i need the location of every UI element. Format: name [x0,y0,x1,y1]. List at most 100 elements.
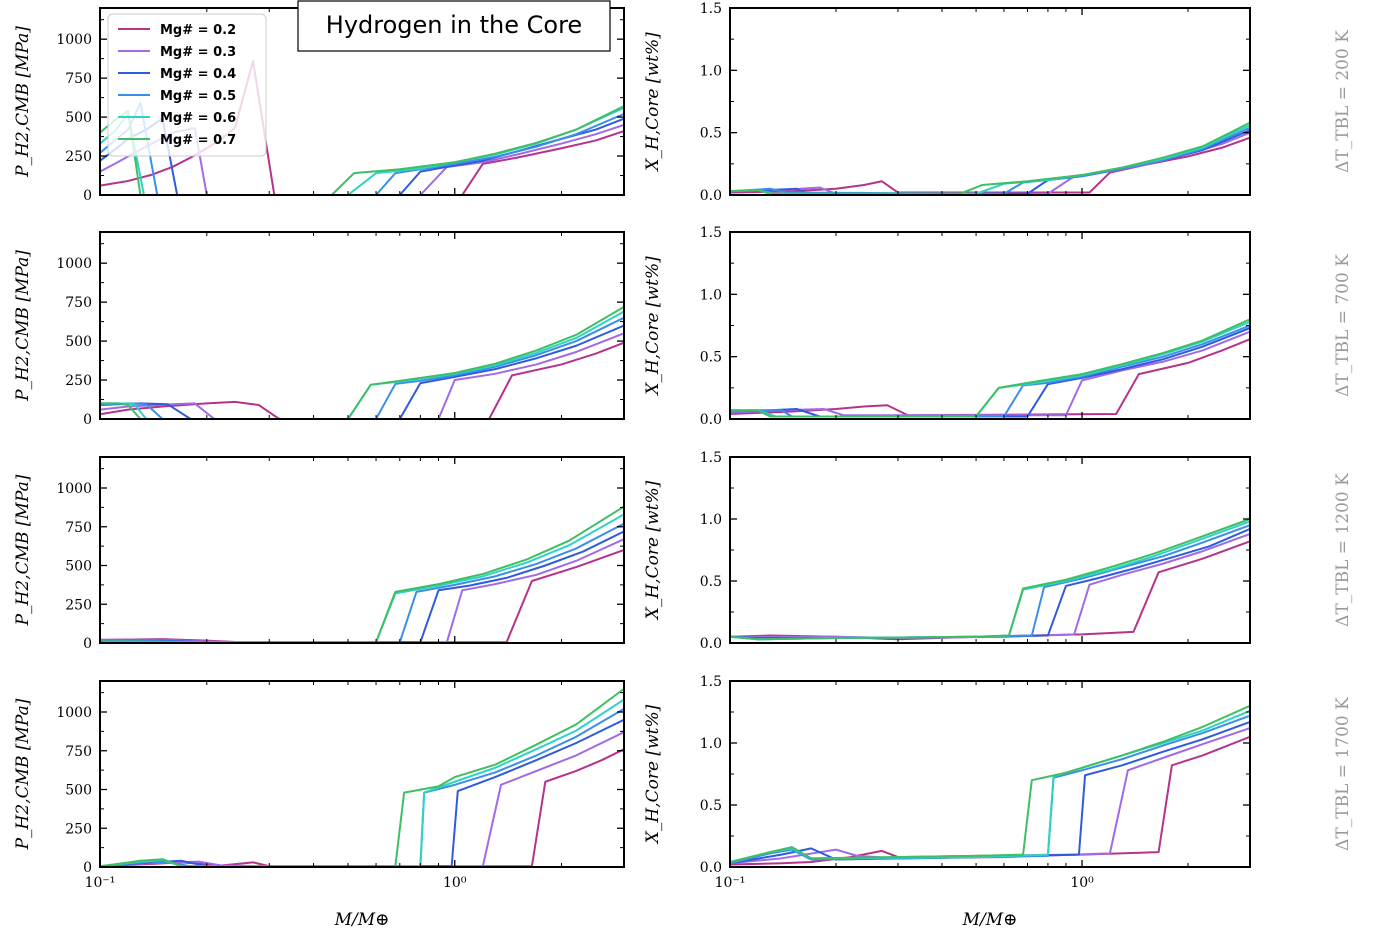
panel-X-row-0: 0.0 0.5 1.0 1.5 X_H,Core [wt%] [643,1,1251,204]
y-axis-label: X_H,Core [wt%] [643,256,663,397]
series-line-0.2 [730,540,1250,641]
x-tick-label: 10⁻¹ [85,875,116,891]
series-line-0.6 [730,520,1250,641]
series-line-0.6 [730,320,1250,418]
series-line-0.7 [100,505,624,643]
axes-frame [99,680,625,868]
y-tick-label: 0 [83,636,92,652]
y-tick-label: 750 [65,295,92,311]
x-axis-label: M/M⊕ [334,910,390,930]
y-tick-label: 500 [65,334,92,350]
y-tick-label: 1.5 [700,1,722,17]
axes-frame [99,456,625,644]
title-box [297,0,611,52]
series-line-0.7 [100,305,624,419]
row-label: ΔT_TBL = 1700 K [1333,697,1353,851]
row-label: ΔT_TBL = 200 K [1333,30,1353,173]
series-line-0.5 [730,524,1250,641]
y-tick-label: 500 [65,559,92,575]
panel-X-row-2: 0.0 0.5 1.0 1.5 X_H,Core [wt%] [643,450,1251,652]
series-line-0.6 [100,513,624,643]
row-label: ΔT_TBL = 700 K [1333,254,1353,397]
y-tick-label: 1000 [56,256,92,272]
series-line-0.7 [730,518,1250,641]
series-line-0.5 [730,324,1250,418]
y-tick-label: 0.5 [700,798,722,814]
y-tick-label: 1.5 [700,450,722,466]
legend: Mg# = 0.2 Mg# = 0.3 Mg# = 0.4 Mg# = 0.5 Mg# … [107,13,267,157]
series-line-0.7 [100,687,624,867]
y-tick-label: 250 [65,373,92,389]
series-line-0.4 [730,327,1250,418]
series-line-0.6 [730,709,1250,864]
panel-P-row-3: 0 250 500 750 1000 P_H2,CMB [MPa] 10⁻¹ 10⁰ M/M⊕ [13,680,625,930]
y-tick-label: 1.5 [700,674,722,690]
legend-entry: Mg# = 0.3 [160,45,236,60]
series-line-0.2 [730,735,1250,866]
series-line-0.5 [100,522,624,643]
x-tick-label: 10⁰ [1070,875,1094,891]
y-axis-label: P_H2,CMB [MPa] [13,250,33,402]
series-line-0.4 [730,528,1250,640]
y-tick-label: 0.0 [700,188,722,204]
y-tick-label: 0.5 [700,574,722,590]
title-text: Hydrogen in the Core [326,11,582,39]
panel-P-row-1: 0 250 500 750 1000 P_H2,CMB [MPa] [13,231,625,428]
panel-X-row-3: 0.0 0.5 1.0 1.5 X_H,Core [wt%] 10⁻¹ 10⁰ M/M⊕ [643,674,1251,930]
series-line-0.7 [730,704,1250,864]
y-tick-label: 1.0 [700,63,722,79]
x-tick-label: 10⁻¹ [715,875,746,891]
axes-frame [729,7,1251,196]
legend-entry: Mg# = 0.5 [160,89,236,104]
series-line-0.4 [100,324,624,419]
row-label: ΔT_TBL = 1200 K [1333,473,1353,627]
y-tick-label: 0.5 [700,350,722,366]
legend-entry: Mg# = 0.2 [160,23,236,38]
y-tick-label: 250 [65,821,92,837]
y-tick-label: 250 [65,597,92,613]
y-tick-label: 500 [65,110,92,126]
y-tick-label: 0 [83,860,92,876]
y-axis-label: X_H,Core [wt%] [643,480,663,621]
y-axis-label: X_H,Core [wt%] [643,32,663,173]
legend-entry: Mg# = 0.4 [160,67,236,82]
series-line-0.2 [100,341,624,419]
series-line-0.4 [100,530,624,643]
chart-title: Hydrogen in the Core [297,0,611,52]
y-tick-label: 500 [65,783,92,799]
y-tick-label: 0.0 [700,860,722,876]
axes-frame [729,231,1251,420]
y-tick-label: 750 [65,520,92,536]
panel-P-row-2: 0 250 500 750 1000 P_H2,CMB [MPa] [13,456,625,652]
series-line-0.4 [100,718,624,867]
y-tick-label: 1.0 [700,512,722,528]
series-line-0.6 [100,310,624,419]
legend-entry: Mg# = 0.6 [160,111,236,126]
axes-frame [729,680,1251,868]
series-line-0.7 [730,318,1250,418]
legend-entry: Mg# = 0.7 [160,133,236,148]
y-tick-label: 0 [83,412,92,428]
y-axis-label: P_H2,CMB [MPa] [13,26,33,178]
series-line-0.5 [100,708,624,867]
axes-frame [99,231,625,420]
y-axis-label: P_H2,CMB [MPa] [13,698,33,850]
x-axis-label: M/M⊕ [962,910,1018,930]
series-line-0.3 [730,330,1250,417]
y-tick-label: 250 [65,149,92,165]
y-axis-label: X_H,Core [wt%] [643,704,663,845]
series-line-0.4 [730,720,1250,865]
panel-X-row-1: 0.0 0.5 1.0 1.5 X_H,Core [wt%] [643,225,1251,428]
y-tick-label: 0.0 [700,636,722,652]
y-tick-label: 750 [65,744,92,760]
y-tick-label: 1000 [56,481,92,497]
x-tick-label: 10⁰ [443,875,467,891]
y-tick-label: 1.5 [700,225,722,241]
y-tick-label: 1.0 [700,736,722,752]
y-tick-label: 0.0 [700,412,722,428]
series-line-0.5 [100,316,624,419]
y-axis-label: P_H2,CMB [MPa] [13,474,33,626]
series-line-0.2 [730,136,1250,194]
y-tick-label: 0 [83,188,92,204]
